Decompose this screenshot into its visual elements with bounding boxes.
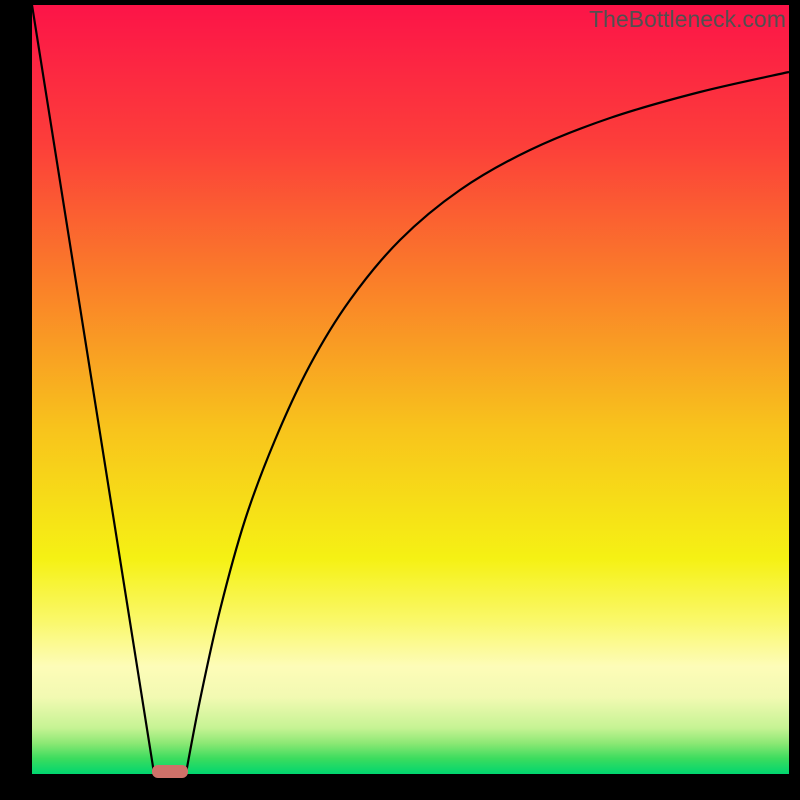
plot-background xyxy=(32,5,789,774)
watermark-text: TheBottleneck.com xyxy=(589,6,786,33)
bottleneck-chart: TheBottleneck.com xyxy=(0,0,800,800)
minimum-marker xyxy=(152,765,188,778)
chart-svg xyxy=(0,0,800,800)
